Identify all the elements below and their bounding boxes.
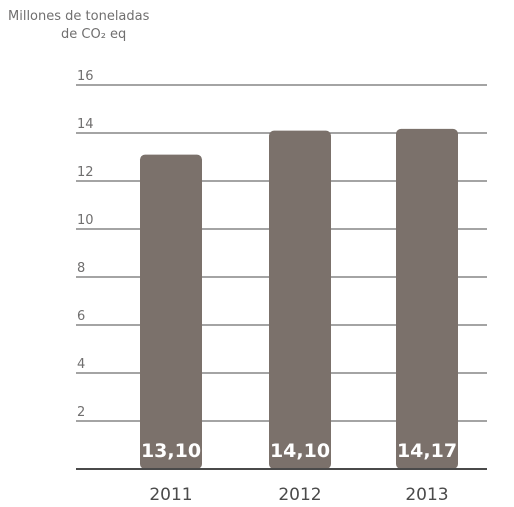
y-tick-label: 14 — [77, 117, 94, 132]
y-tick-label: 8 — [77, 261, 85, 276]
x-tick-label-2013: 2013 — [405, 485, 448, 505]
y-tick-label: 4 — [77, 357, 85, 372]
bar-2012 — [269, 130, 331, 469]
bar-2011 — [140, 154, 202, 469]
data-label-2012: 14,10 — [270, 440, 330, 462]
y-tick-label: 16 — [77, 69, 94, 84]
x-tick-label-2011: 2011 — [149, 485, 192, 505]
y-tick-label: 2 — [77, 405, 85, 420]
x-tick-label-2012: 2012 — [278, 485, 321, 505]
y-axis-title-line2: de CO₂ eq — [61, 27, 127, 42]
y-axis-title-line1: Millones de toneladas — [8, 9, 150, 24]
data-label-2011: 13,10 — [141, 440, 201, 462]
data-label-2013: 14,17 — [397, 440, 457, 462]
y-tick-label: 6 — [77, 309, 85, 324]
y-tick-label: 12 — [77, 165, 94, 180]
bar-2013 — [396, 128, 458, 470]
y-tick-label: 10 — [77, 213, 94, 228]
y-axis-title: Millones de toneladas de CO₂ eq — [8, 8, 188, 44]
